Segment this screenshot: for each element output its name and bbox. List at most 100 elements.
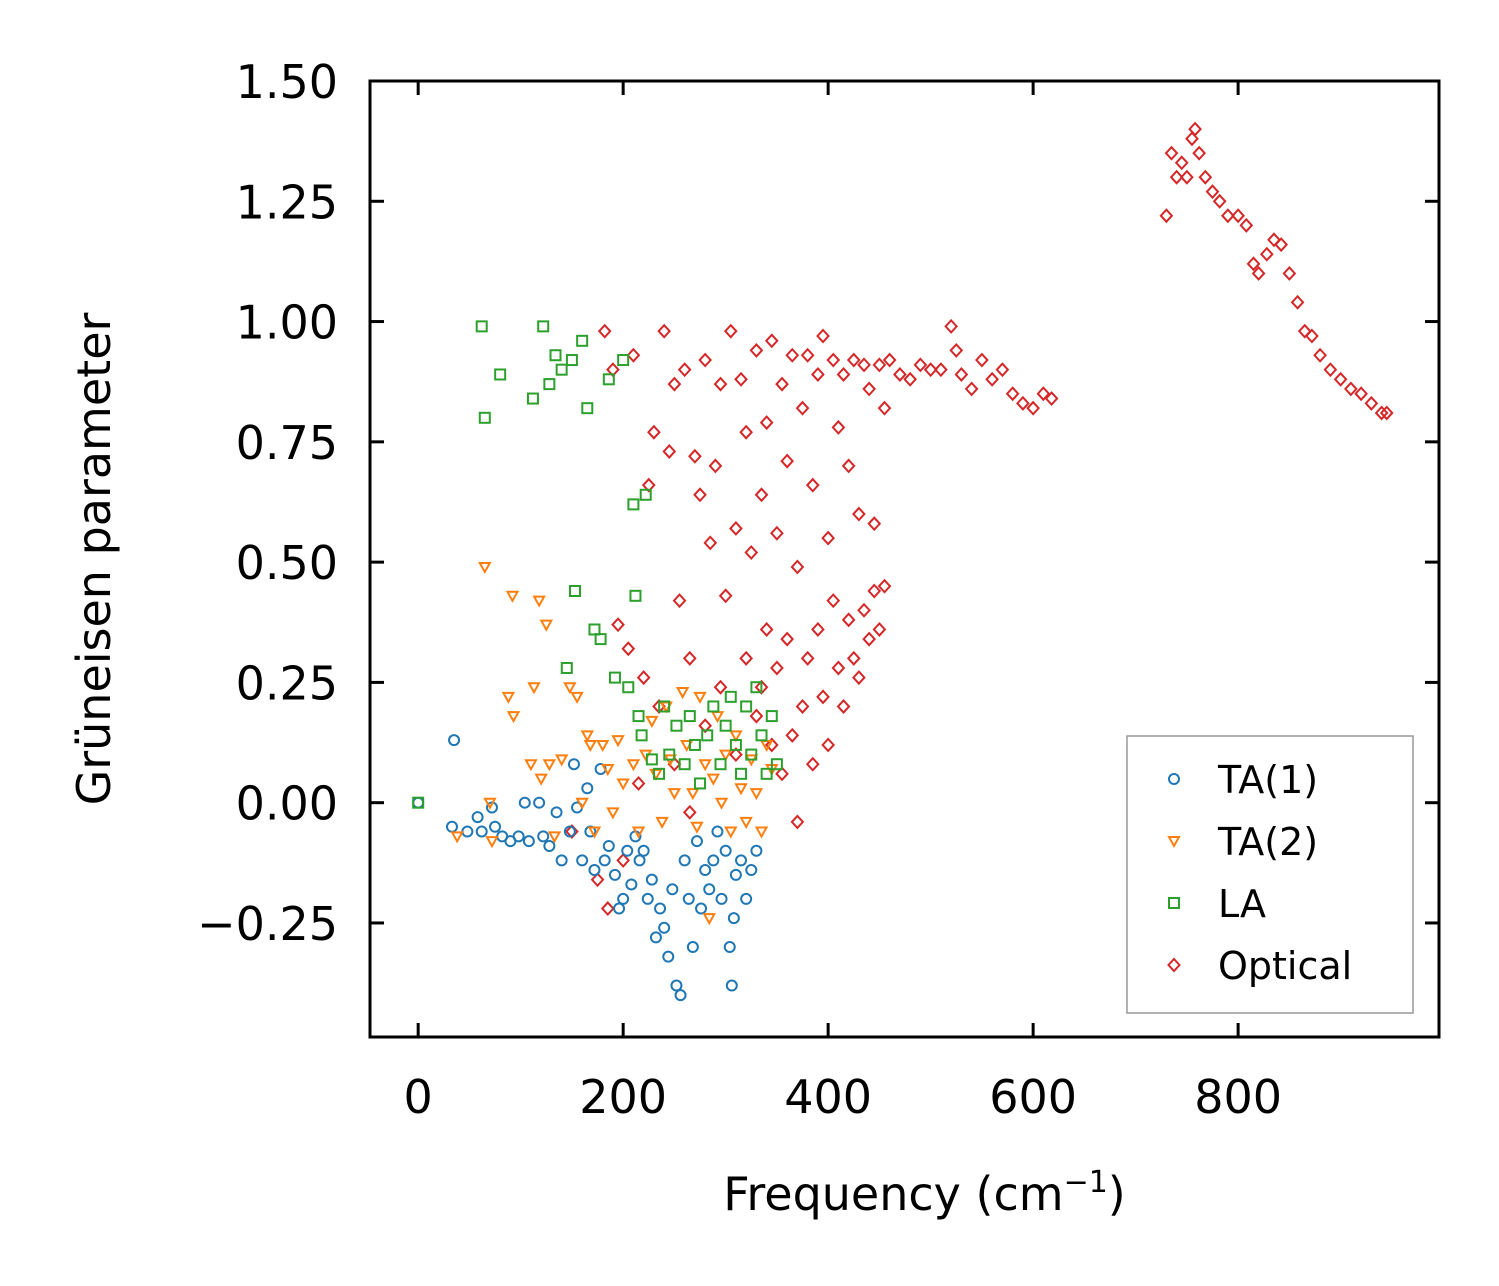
data-point	[1174, 155, 1189, 171]
data-point	[724, 826, 738, 839]
data-point	[750, 681, 763, 694]
data-point	[694, 777, 707, 790]
data-point	[560, 661, 573, 674]
data-point	[537, 320, 550, 333]
x-axis-label-main: Frequency (cm	[723, 1167, 1063, 1221]
data-point	[836, 367, 851, 382]
data-point	[882, 352, 897, 368]
data-point	[949, 342, 964, 358]
data-point	[678, 854, 691, 867]
data-point	[745, 864, 758, 877]
data-point	[893, 367, 907, 382]
data-point	[583, 739, 598, 753]
data-point	[522, 835, 535, 848]
data-point	[597, 323, 612, 339]
data-point	[626, 347, 641, 363]
data-point	[698, 352, 713, 368]
data-point	[647, 424, 661, 440]
data-point	[567, 758, 580, 771]
data-point	[690, 821, 704, 834]
data-point	[568, 584, 581, 597]
data-point	[811, 622, 825, 637]
x-axis-label-close: )	[1108, 1167, 1126, 1221]
data-point	[478, 411, 491, 424]
data-point	[616, 852, 631, 868]
data-point	[1180, 169, 1194, 185]
series-ta-2-	[450, 561, 779, 926]
data-point	[718, 588, 733, 604]
data-point	[1297, 323, 1312, 339]
data-point	[877, 400, 892, 416]
data-point	[570, 691, 584, 704]
data-point	[711, 825, 724, 838]
data-point	[693, 487, 707, 503]
data-point	[1259, 246, 1274, 262]
data-point	[695, 902, 708, 915]
series-la	[412, 320, 783, 809]
data-point	[795, 698, 810, 714]
data-point	[641, 892, 654, 905]
data-point	[565, 824, 579, 840]
data-point	[852, 670, 866, 686]
data-point	[598, 854, 611, 867]
data-point	[846, 352, 861, 368]
data-point	[831, 419, 846, 435]
data-point	[1212, 193, 1227, 209]
data-point	[478, 561, 492, 574]
plot-frame	[368, 79, 1441, 1039]
data-point	[749, 708, 764, 724]
data-point	[588, 864, 601, 877]
data-point	[617, 354, 630, 367]
data-point	[611, 735, 625, 748]
data-point	[581, 782, 594, 795]
data-point	[934, 362, 948, 378]
data-point	[588, 623, 601, 636]
data-point	[576, 334, 589, 347]
data-point	[1305, 328, 1319, 344]
data-point	[534, 773, 548, 786]
data-point	[1354, 386, 1368, 402]
data-point	[543, 378, 556, 391]
legend-marker	[1167, 957, 1181, 973]
data-point	[670, 979, 683, 992]
x-axis-label: Frequency (cm−1)	[723, 1165, 1126, 1221]
data-point	[686, 941, 699, 954]
data-point	[923, 362, 938, 378]
data-point	[667, 376, 682, 392]
legend-marker	[1168, 773, 1180, 785]
data-point	[590, 872, 605, 888]
data-point	[1282, 265, 1297, 281]
data-point	[1246, 256, 1261, 272]
data-point	[857, 357, 871, 373]
data-point	[632, 710, 645, 723]
data-point	[662, 443, 677, 459]
data-point	[683, 710, 696, 723]
y-tick-label: 0.00	[236, 777, 338, 831]
data-point	[412, 796, 425, 809]
data-point	[1036, 386, 1051, 402]
data-point	[734, 783, 748, 796]
data-point	[964, 381, 979, 397]
data-point	[485, 836, 499, 849]
x-tick-label: 600	[989, 1070, 1077, 1124]
data-point	[1221, 208, 1235, 224]
data-point	[739, 816, 753, 829]
data-point	[594, 633, 607, 646]
axis-ticks: 0 200 400 600 800 −0.25 0.00 0.25 0.50 0.75 1.00 1.…	[197, 55, 1439, 1124]
data-point	[547, 831, 562, 844]
data-point	[1026, 400, 1040, 416]
data-point	[602, 373, 615, 386]
data-point	[539, 619, 553, 632]
data-point	[654, 902, 667, 915]
data-point	[518, 796, 531, 809]
data-point	[852, 506, 866, 522]
data-point	[724, 690, 737, 703]
legend-label: TA(2)	[1217, 820, 1318, 864]
data-point	[1239, 217, 1254, 233]
data-point	[641, 477, 656, 493]
data-point	[445, 820, 458, 833]
data-point	[723, 941, 736, 954]
data-point	[816, 328, 830, 344]
data-point	[745, 748, 758, 761]
